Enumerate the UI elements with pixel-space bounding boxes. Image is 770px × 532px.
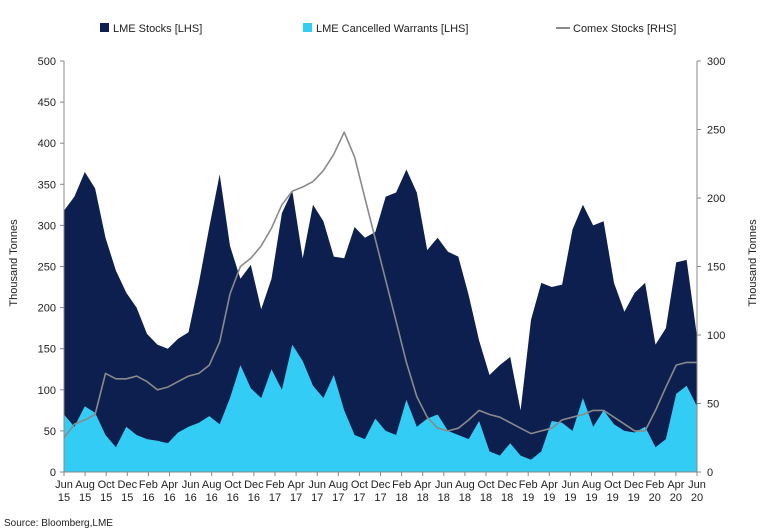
x-tick-month-label: Aug — [202, 479, 222, 491]
y-left-tick-label: 450 — [38, 97, 56, 109]
x-tick-year-label: 18 — [438, 492, 450, 504]
y-axis-right-title: Thousand Tonnes — [747, 219, 759, 307]
x-tick-year-label: 16 — [163, 492, 175, 504]
x-tick-year-label: 19 — [585, 492, 597, 504]
x-tick-month-label: Dec — [118, 479, 138, 491]
x-tick-month-label: Oct — [224, 479, 241, 491]
x-tick-month-label: Feb — [139, 479, 158, 491]
x-tick-month-label: Apr — [414, 479, 431, 491]
source-note: Source: Bloomberg,LME — [4, 518, 113, 529]
y-left-tick-label: 150 — [38, 344, 56, 356]
x-tick-year-label: 19 — [543, 492, 555, 504]
x-tick-year-label: 19 — [628, 492, 640, 504]
y-left-tick-label: 300 — [38, 220, 56, 232]
x-tick-month-label: Dec — [244, 479, 264, 491]
y-left-tick-label: 500 — [38, 56, 56, 68]
x-tick-year-label: 18 — [459, 492, 471, 504]
x-tick-month-label: Feb — [266, 479, 285, 491]
series-area-1 — [64, 169, 697, 472]
y-right-tick-label: 100 — [707, 330, 725, 342]
x-tick-year-label: 19 — [522, 492, 534, 504]
x-tick-month-label: Dec — [371, 479, 391, 491]
x-tick-year-label: 17 — [332, 492, 344, 504]
y-right-tick-label: 150 — [707, 262, 725, 274]
x-tick-year-label: 19 — [606, 492, 618, 504]
x-tick-month-label: Jun — [55, 479, 73, 491]
x-tick-year-label: 20 — [670, 492, 682, 504]
y-left-tick-label: 50 — [44, 426, 56, 438]
legend-label-2: LME Cancelled Warrants [LHS] — [316, 23, 468, 35]
x-tick-year-label: 15 — [100, 492, 112, 504]
x-tick-year-label: 16 — [142, 492, 154, 504]
x-tick-month-label: Aug — [75, 479, 95, 491]
y-left-tick-label: 250 — [38, 262, 56, 274]
y-right-tick-label: 250 — [707, 125, 725, 137]
x-tick-month-label: Jun — [308, 479, 326, 491]
x-tick-year-label: 18 — [417, 492, 429, 504]
y-right-tick-label: 50 — [707, 399, 719, 411]
x-tick-month-label: Jun — [688, 479, 706, 491]
y-right-tick-label: 200 — [707, 193, 725, 205]
x-tick-year-label: 15 — [58, 492, 70, 504]
x-tick-month-label: Oct — [98, 479, 115, 491]
legend-label-1: LME Stocks [LHS] — [113, 23, 202, 35]
x-tick-year-label: 17 — [269, 492, 281, 504]
legend: LME Stocks [LHS] LME Cancelled Warrants [… — [100, 23, 676, 35]
x-tick-year-label: 16 — [184, 492, 196, 504]
x-tick-month-label: Aug — [329, 479, 349, 491]
x-tick-year-label: 19 — [564, 492, 576, 504]
x-tick-year-label: 17 — [290, 492, 302, 504]
legend-swatch-2 — [303, 23, 312, 32]
x-tick-year-label: 20 — [649, 492, 661, 504]
x-tick-month-label: Apr — [161, 479, 178, 491]
y-right-tick-label: 300 — [707, 56, 725, 68]
x-tick-year-label: 18 — [480, 492, 492, 504]
x-tick-month-label: Dec — [497, 479, 517, 491]
x-tick-year-label: 17 — [353, 492, 365, 504]
x-tick-year-label: 16 — [248, 492, 260, 504]
x-tick-month-label: Feb — [392, 479, 411, 491]
y-left-tick-label: 0 — [50, 467, 56, 479]
y-left-tick-label: 100 — [38, 385, 56, 397]
x-tick-year-label: 17 — [311, 492, 323, 504]
x-tick-month-label: Oct — [351, 479, 368, 491]
x-tick-year-label: 20 — [691, 492, 703, 504]
x-tick-year-label: 16 — [206, 492, 218, 504]
series-area-2 — [64, 344, 697, 472]
x-tick-year-label: 18 — [501, 492, 513, 504]
x-tick-month-label: Jun — [182, 479, 200, 491]
axes: 0 50 100 150 200 250 300 350 400 450 500 0 50 100 150 2… — [38, 56, 726, 504]
x-tick-month-label: Feb — [519, 479, 538, 491]
y-left-tick-label: 200 — [38, 303, 56, 315]
x-tick-year-label: 15 — [121, 492, 133, 504]
x-tick-month-label: Aug — [582, 479, 602, 491]
plot-area — [63, 131, 697, 472]
x-tick-year-label: 18 — [395, 492, 407, 504]
x-tick-month-label: Dec — [624, 479, 644, 491]
x-tick-month-label: Apr — [288, 479, 305, 491]
legend-swatch-1 — [100, 23, 109, 32]
y-left-tick-label: 350 — [38, 179, 56, 191]
x-tick-year-label: 15 — [79, 492, 91, 504]
series-line-3 — [63, 131, 697, 439]
x-tick-month-label: Jun — [435, 479, 453, 491]
x-tick-month-label: Jun — [562, 479, 580, 491]
legend-label-3: Comex Stocks [RHS] — [573, 23, 676, 35]
x-tick-month-label: Apr — [667, 479, 684, 491]
x-tick-month-label: Oct — [604, 479, 621, 491]
y-axis-left-title: Thousand Tonnes — [8, 219, 20, 307]
x-tick-month-label: Apr — [541, 479, 558, 491]
y-left-tick-label: 400 — [38, 138, 56, 150]
x-tick-month-label: Aug — [455, 479, 475, 491]
x-tick-year-label: 16 — [227, 492, 239, 504]
x-tick-year-label: 17 — [374, 492, 386, 504]
x-tick-month-label: Feb — [645, 479, 664, 491]
x-tick-month-label: Oct — [477, 479, 494, 491]
y-right-tick-label: 0 — [707, 467, 713, 479]
